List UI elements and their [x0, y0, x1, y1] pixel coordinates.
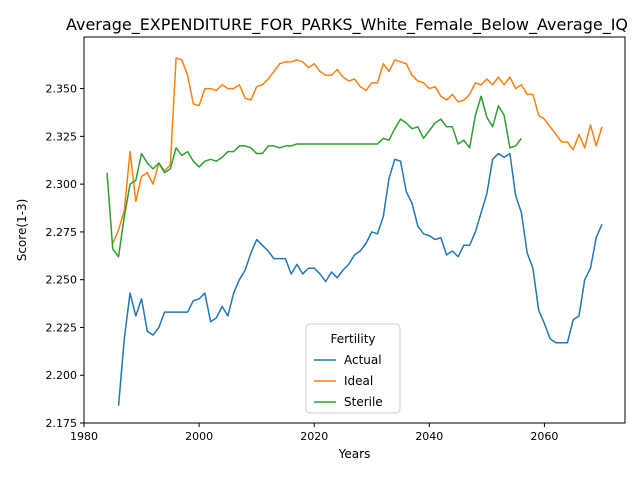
x-tick-label: 2040 [415, 430, 443, 443]
legend-label-ideal: Ideal [344, 374, 373, 388]
legend: Fertility Actual Ideal Sterile [305, 323, 401, 414]
legend-box [305, 323, 401, 414]
y-tick-label: 2.225 [46, 321, 78, 334]
x-tick-label: 2000 [185, 430, 213, 443]
x-axis-ticks: 1980 2000 2020 2040 2060 [70, 423, 558, 443]
chart-title: Average_EXPENDITURE_FOR_PARKS_White_Fema… [66, 15, 628, 35]
y-axis-ticks: 2.175 2.200 2.225 2.250 2.275 2.300 2.325 2.350 [46, 83, 84, 430]
y-tick-label: 2.350 [46, 83, 78, 96]
plot-lines [106, 57, 603, 406]
y-tick-label: 2.300 [46, 178, 78, 191]
x-axis-label: Years [338, 447, 371, 461]
y-tick-label: 2.200 [46, 369, 78, 382]
x-tick-label: 2020 [300, 430, 328, 443]
series-line-sterile [106, 95, 522, 258]
legend-title: Fertility [330, 332, 375, 346]
y-axis-label: Score(1-3) [15, 199, 29, 262]
y-tick-label: 2.250 [46, 274, 78, 287]
series-line-actual [117, 152, 603, 406]
y-tick-label: 2.325 [46, 130, 78, 143]
series-line-ideal [112, 57, 603, 244]
x-tick-label: 1980 [70, 430, 98, 443]
plot-frame [83, 36, 626, 424]
legend-label-actual: Actual [344, 353, 382, 367]
y-tick-label: 2.175 [46, 417, 78, 430]
y-tick-label: 2.275 [46, 226, 78, 239]
legend-label-sterile: Sterile [344, 395, 383, 409]
x-tick-label: 2060 [530, 430, 558, 443]
